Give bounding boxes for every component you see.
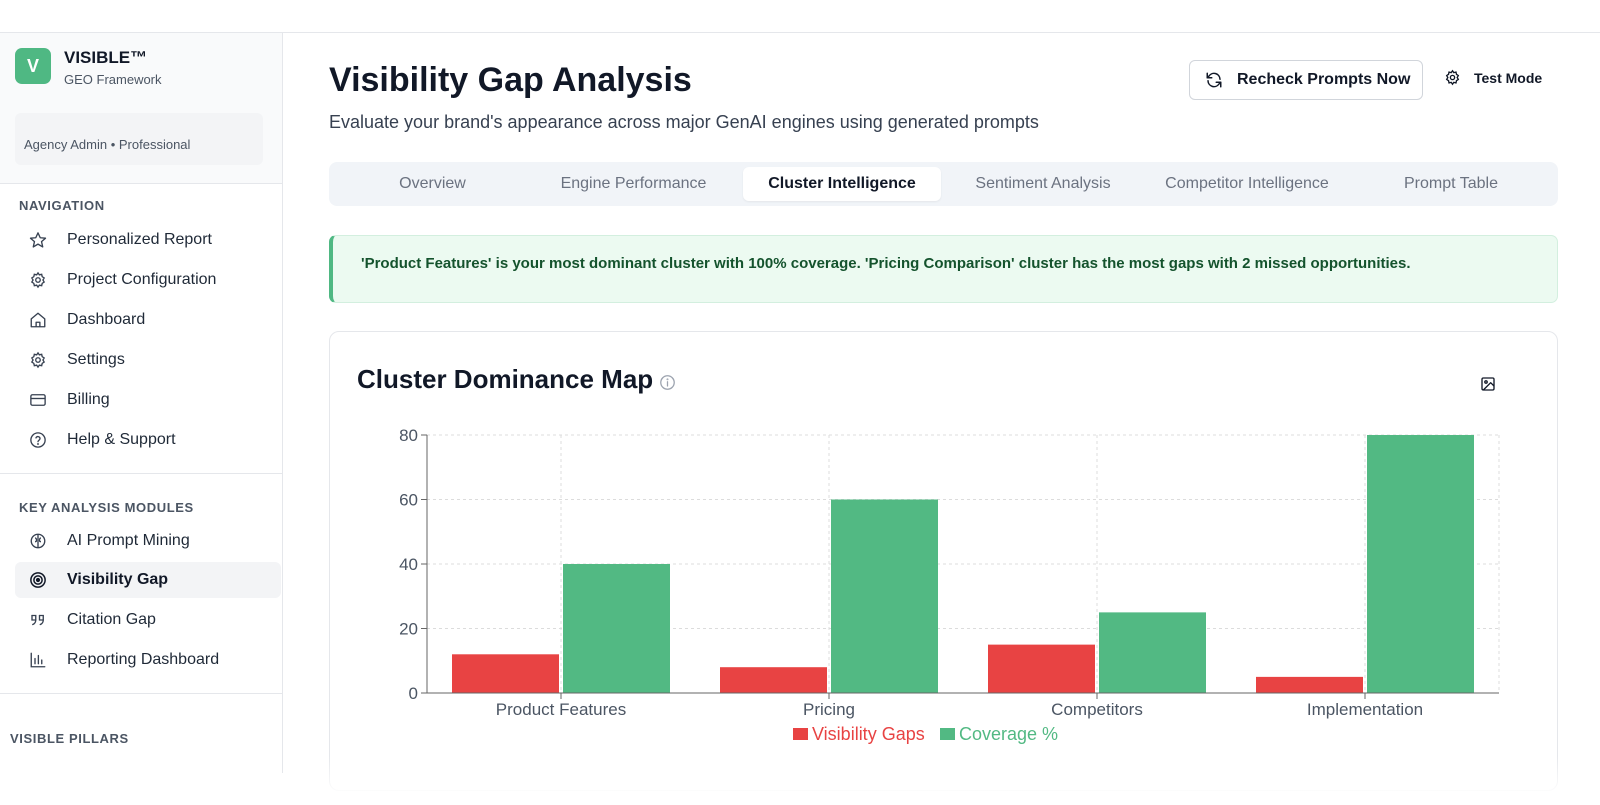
- tab-overview[interactable]: Overview: [399, 175, 466, 192]
- tab-prompt-table[interactable]: Prompt Table: [1404, 175, 1498, 192]
- recheck-prompts-button[interactable]: Recheck Prompts Now: [1189, 60, 1423, 100]
- nav-item-dashboard[interactable]: Dashboard: [15, 302, 281, 338]
- nav-item-label: Personalized Report: [67, 231, 212, 248]
- y-tick-label: 20: [399, 620, 418, 639]
- y-tick-label: 60: [399, 491, 418, 510]
- bar-chart-icon: [27, 649, 49, 671]
- sidebar-divider: [0, 693, 282, 694]
- nav-item-label: AI Prompt Mining: [67, 532, 190, 549]
- legend-label: Coverage %: [959, 724, 1058, 744]
- cluster-dominance-chart: 0 20 40 60 80 Product Features Pricing Competit…: [399, 426, 1500, 744]
- page-subtitle: Evaluate your brand's appearance across …: [329, 112, 1039, 132]
- main-content: Visibility Gap Analysis Evaluate your br…: [284, 33, 1600, 796]
- analysis-tabs: Overview Engine Performance Cluster Inte…: [329, 162, 1558, 206]
- sidebar-header: V VISIBLE™ GEO Framework Agency Admin • …: [0, 33, 282, 184]
- bar: [1256, 676, 1363, 693]
- modules-section-title: KEY ANALYSIS MODULES: [19, 500, 194, 515]
- bar: [563, 564, 670, 693]
- nav-item-label: Visibility Gap: [67, 571, 169, 588]
- brand-logo[interactable]: V: [15, 48, 51, 84]
- quote-icon: [27, 609, 49, 631]
- nav-item-visibility-gap[interactable]: Visibility Gap: [15, 562, 281, 598]
- brain-icon: [27, 530, 49, 552]
- nav-item-reporting-dashboard[interactable]: Reporting Dashboard: [15, 642, 281, 678]
- target-icon: [27, 569, 49, 591]
- pillars-section-title: VISIBLE PILLARS: [10, 731, 129, 746]
- bar: [988, 644, 1095, 693]
- insight-banner: 'Product Features' is your most dominant…: [329, 235, 1558, 303]
- brand-name: VISIBLE™: [64, 48, 148, 67]
- star-icon: [27, 229, 49, 251]
- nav-item-project-configuration[interactable]: Project Configuration: [15, 262, 281, 298]
- y-tick-label: 80: [399, 426, 418, 445]
- nav-item-billing[interactable]: Billing: [15, 382, 281, 418]
- x-tick-label: Competitors: [1051, 700, 1143, 719]
- x-tick-label: Product Features: [496, 700, 626, 719]
- home-icon: [27, 309, 49, 331]
- test-mode-label: Test Mode: [1474, 69, 1543, 86]
- nav-item-ai-prompt-mining[interactable]: AI Prompt Mining: [15, 523, 281, 559]
- bar: [720, 667, 827, 693]
- legend-swatch: [940, 728, 955, 740]
- info-icon[interactable]: [659, 374, 676, 391]
- bar: [831, 499, 938, 693]
- refresh-icon: [1205, 71, 1223, 89]
- nav-item-personalized-report[interactable]: Personalized Report: [15, 222, 281, 258]
- navigation-section-title: NAVIGATION: [19, 198, 105, 213]
- legend-swatch: [793, 728, 808, 740]
- nav-item-settings[interactable]: Settings: [15, 342, 281, 378]
- credit-card-icon: [27, 389, 49, 411]
- user-role: Agency Admin • Professional: [15, 113, 263, 165]
- nav-item-label: Project Configuration: [67, 271, 217, 288]
- y-tick-label: 40: [399, 555, 418, 574]
- gear-icon: [27, 349, 49, 371]
- chart-title: Cluster Dominance Map: [357, 364, 654, 394]
- tab-cluster-intelligence[interactable]: Cluster Intelligence: [743, 167, 941, 201]
- gear-icon: [27, 269, 49, 291]
- nav-item-label: Reporting Dashboard: [67, 651, 220, 668]
- page-title: Visibility Gap Analysis: [329, 61, 692, 99]
- nav-item-label: Help & Support: [67, 431, 176, 448]
- nav-item-label: Dashboard: [67, 311, 146, 328]
- tab-engine-performance[interactable]: Engine Performance: [560, 175, 707, 192]
- chart-card: Cluster Dominance Map 0 20 40 60 80 Product F…: [329, 331, 1558, 791]
- tab-sentiment-analysis[interactable]: Sentiment Analysis: [975, 175, 1111, 192]
- help-circle-icon: [27, 429, 49, 451]
- brand-subtitle: GEO Framework: [64, 72, 162, 87]
- recheck-label: Recheck Prompts Now: [1237, 71, 1411, 88]
- nav-item-label: Settings: [67, 351, 125, 368]
- bar: [1367, 435, 1474, 693]
- test-mode-button[interactable]: Test Mode: [1444, 69, 1542, 86]
- top-bar: [0, 0, 1600, 33]
- tab-competitor-intelligence[interactable]: Competitor Intelligence: [1165, 175, 1329, 192]
- y-tick-label: 0: [409, 684, 418, 703]
- nav-item-help-support[interactable]: Help & Support: [15, 422, 281, 458]
- x-tick-label: Pricing: [803, 700, 855, 719]
- bottom-fade: [284, 756, 1600, 796]
- export-image-icon[interactable]: [1480, 376, 1496, 392]
- nav-item-citation-gap[interactable]: Citation Gap: [15, 602, 281, 638]
- nav-item-label: Citation Gap: [67, 611, 156, 628]
- sidebar: V VISIBLE™ GEO Framework Agency Admin • …: [0, 33, 283, 773]
- bar: [1099, 612, 1206, 693]
- bar: [452, 654, 559, 693]
- gear-icon: [1444, 69, 1461, 86]
- x-tick-label: Implementation: [1307, 700, 1423, 719]
- sidebar-divider: [0, 473, 282, 474]
- nav-item-label: Billing: [67, 391, 110, 408]
- legend-label: Visibility Gaps: [812, 724, 925, 744]
